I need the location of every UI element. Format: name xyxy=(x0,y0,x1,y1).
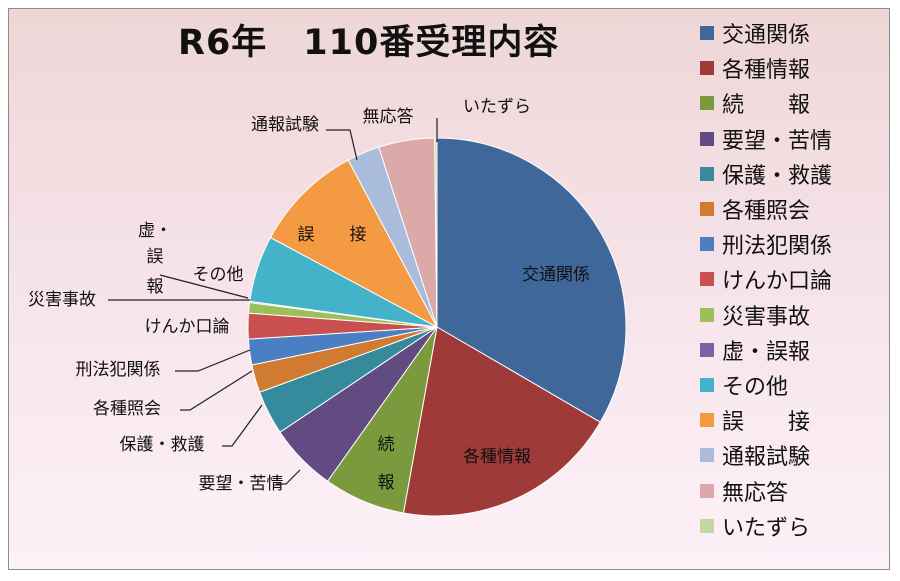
legend-label: 災害事故 xyxy=(722,304,811,330)
leader-line-6 xyxy=(180,370,253,411)
inside-label-followup-1: 続 xyxy=(378,435,395,455)
legend-swatch xyxy=(700,518,714,533)
legend-label: 要望・苦情 xyxy=(722,128,833,154)
label-false-report-3: 報 xyxy=(147,277,164,297)
legend-label: 虚・誤報 xyxy=(722,339,811,365)
label-false-report-2: 誤 xyxy=(147,247,164,267)
legend-label: 各種照会 xyxy=(722,199,811,224)
inside-label-wrong-1: 誤 xyxy=(298,225,315,245)
label-prank: いたずら xyxy=(463,97,531,117)
legend-item: 各種情報 xyxy=(700,53,810,83)
leader-line-5 xyxy=(175,349,251,372)
inside-label-various-info: 各種情報 xyxy=(463,447,531,467)
label-false-report-1: 虚・ xyxy=(138,221,172,241)
legend-swatch xyxy=(700,307,714,322)
label-disaster: 災害事故 xyxy=(28,290,96,310)
label-criminal: 刑法犯関係 xyxy=(76,360,161,380)
leader-line-0 xyxy=(326,129,358,161)
legend-swatch xyxy=(700,272,714,287)
legend-item: 交通関係 xyxy=(700,18,810,48)
pie-slice-1 xyxy=(402,326,601,517)
legend-swatch xyxy=(700,26,714,40)
inside-label-traffic: 交通関係 xyxy=(522,265,590,285)
inside-label-followup-2: 報 xyxy=(378,473,395,493)
label-no-answer: 無応答 xyxy=(363,107,414,127)
label-test-call: 通報試験 xyxy=(251,115,319,135)
legend-label: 刑法犯関係 xyxy=(722,234,833,260)
legend-item: 要望・苦情 xyxy=(700,124,832,154)
legend-swatch xyxy=(700,342,714,357)
pie-slice-11 xyxy=(269,159,439,329)
legend-label: けんか口論 xyxy=(722,269,833,295)
legend-label: 各種情報 xyxy=(722,58,811,84)
legend-item: 各種照会 xyxy=(700,194,810,224)
legend-label: 続 報 xyxy=(722,93,811,119)
legend-item: 通報試験 xyxy=(700,440,810,470)
legend-label: その他 xyxy=(722,375,789,400)
legend-swatch xyxy=(700,61,714,76)
legend-item: 保護・救護 xyxy=(700,159,832,189)
legend-item: 無応答 xyxy=(700,476,788,506)
legend-swatch xyxy=(700,96,714,111)
legend-swatch xyxy=(700,131,714,146)
legend-swatch xyxy=(700,413,714,428)
chart-title: R6年 110番受理内容 xyxy=(178,23,560,63)
legend-swatch xyxy=(700,448,714,463)
legend-item: 続 報 xyxy=(700,88,810,118)
legend-swatch xyxy=(700,202,714,216)
label-protection: 保護・救護 xyxy=(120,435,205,455)
legend-label: 交通関係 xyxy=(722,23,811,48)
leader-line-8 xyxy=(276,469,301,485)
legend-item: いたずら xyxy=(700,511,810,541)
legend-label: いたずら xyxy=(722,515,811,541)
inside-label-wrong-2: 接 xyxy=(350,225,367,245)
legend-swatch xyxy=(700,237,714,252)
legend-item: 虚・誤報 xyxy=(700,335,810,365)
pie-slice-0 xyxy=(436,137,627,423)
legend-label: 誤 接 xyxy=(722,410,811,436)
legend-swatch xyxy=(700,166,714,181)
legend-item: その他 xyxy=(700,370,788,400)
legend-label: 保護・救護 xyxy=(722,163,833,189)
legend-swatch xyxy=(700,483,714,498)
legend-item: 災害事故 xyxy=(700,300,810,330)
leader-line-3 xyxy=(159,274,249,299)
legend-swatch xyxy=(700,378,714,392)
label-other: その他 xyxy=(193,265,244,285)
legend-item: けんか口論 xyxy=(700,264,832,294)
legend-item: 刑法犯関係 xyxy=(700,229,832,259)
label-request: 要望・苦情 xyxy=(199,474,284,494)
label-inquiry: 各種照会 xyxy=(93,399,161,419)
label-quarrel: けんか口論 xyxy=(145,317,230,337)
legend-item: 誤 接 xyxy=(700,405,810,435)
legend-label: 通報試験 xyxy=(722,445,811,471)
legend-label: 無応答 xyxy=(722,480,789,506)
leader-line-7 xyxy=(222,404,263,447)
